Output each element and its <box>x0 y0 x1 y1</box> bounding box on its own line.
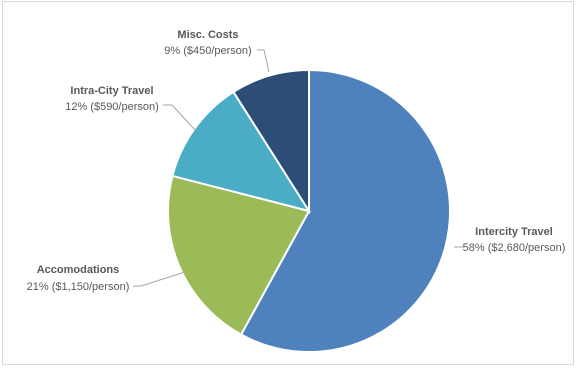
label-name-intercity-travel: Intercity Travel <box>475 226 553 238</box>
label-value-intra-city-travel: 12% ($590/person) <box>65 101 159 113</box>
slice-misc-costs <box>232 68 310 215</box>
slice-accomodations <box>167 174 311 336</box>
slice-intra-city-travel <box>171 90 312 213</box>
label-value-intercity-travel: 58% ($2,680/person) <box>463 242 566 254</box>
leader-line-accomodations <box>133 271 186 287</box>
leader-line-intra-city-travel <box>163 104 196 131</box>
slice-intercity-travel <box>239 68 451 353</box>
label-name-intra-city-travel: Intra-City Travel <box>70 85 153 97</box>
label-name-misc-costs: Misc. Costs <box>177 29 238 41</box>
label-value-accomodations: 21% ($1,150/person) <box>27 281 130 293</box>
leader-line-misc-costs <box>257 49 270 73</box>
label-name-accomodations: Accomodations <box>37 264 120 276</box>
label-value-misc-costs: 9% ($450/person) <box>164 45 251 57</box>
